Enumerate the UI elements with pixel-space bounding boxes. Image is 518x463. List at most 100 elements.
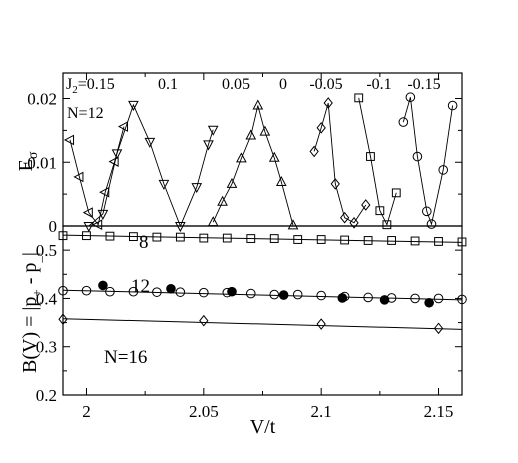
bottom-point-square <box>129 232 138 242</box>
bottom-y-tick-label: 0.4 <box>36 289 58 308</box>
top-point-triangle-up <box>226 177 238 188</box>
fit-line-3 <box>62 318 463 330</box>
label-n16: N=16 <box>104 347 147 368</box>
top-point-circle <box>426 219 437 229</box>
bottom-y-tick-label: 0.2 <box>36 386 57 405</box>
ylabel-part-b: B(V) = |p <box>19 297 41 373</box>
bottom-point-square <box>269 234 279 243</box>
bottom-point-square <box>410 236 420 246</box>
bottom-point-circle <box>175 287 186 297</box>
top-y-label-sub: σ <box>26 151 41 159</box>
top-point-triangle-down <box>97 209 109 220</box>
j2-subscript: 2 <box>72 84 78 96</box>
top-panel: 0 0.01 0.02 Eσ J2=0.15 0.1 0.05 0 -0.05 -0.1 -0… <box>15 72 463 236</box>
j2-first-value: =0.15 <box>78 76 115 93</box>
top-y-tick-label: 0 <box>49 217 58 236</box>
top-point-triangle-down <box>83 222 95 233</box>
j2-label: J2=0.15 <box>66 76 115 96</box>
fit-line-0 <box>62 234 463 243</box>
ylabel-minus-sub: _ <box>29 256 44 264</box>
top-y-tick-label: 0.02 <box>27 90 57 109</box>
bottom-point-square <box>222 233 232 243</box>
top-point-triangle-down <box>158 179 170 190</box>
top-point-diamond <box>323 97 333 109</box>
j2-value-label: -0.15 <box>407 76 440 93</box>
top-series-line-2 <box>212 105 294 226</box>
x-tick-label: 2 <box>82 402 91 421</box>
bottom-point-square <box>58 231 68 241</box>
top-point-square <box>354 93 364 103</box>
top-point-triangle-down <box>207 125 219 136</box>
bottom-point-square <box>340 235 350 245</box>
j2-prefix: J <box>66 76 72 93</box>
top-point-triangle-left <box>117 121 129 132</box>
bottom-plot-frame <box>62 225 463 396</box>
top-point-diamond <box>309 145 319 158</box>
bottom-point-filled-circle <box>227 286 237 297</box>
bottom-point-diamond <box>58 313 68 325</box>
j2-value-label: -0.05 <box>309 76 342 93</box>
bottom-point-square <box>246 234 256 243</box>
j2-value-label: 0.1 <box>158 76 178 93</box>
x-tick-label: 2.05 <box>189 402 219 421</box>
bottom-point-square <box>457 237 467 247</box>
top-series-line-5 <box>402 97 454 226</box>
bottom-y-ticks: 0.2 0.3 0.4 0.5 <box>36 241 462 405</box>
top-point-triangle-up <box>268 151 280 162</box>
top-plot-frame <box>62 72 463 227</box>
top-point-square <box>391 188 401 198</box>
bottom-point-square <box>293 235 303 244</box>
bottom-point-square <box>434 237 443 246</box>
top-point-triangle-left <box>99 186 110 198</box>
bottom-fit-lines <box>62 234 463 330</box>
top-point-triangle-up <box>275 175 287 187</box>
top-point-triangle-up <box>236 152 247 163</box>
bottom-point-circle <box>199 287 209 298</box>
bottom-panel: 0.20.30.40.5 2 2.05 2.1 2.15 8 12 N=16 V/t … <box>19 73 467 438</box>
bottom-y-tick-label: 0.5 <box>36 241 57 260</box>
top-point-triangle-up <box>252 99 264 110</box>
top-point-triangle-left <box>92 219 103 231</box>
bottom-point-square <box>363 236 373 245</box>
top-point-triangle-left <box>108 156 119 167</box>
bottom-point-square <box>152 232 162 242</box>
top-point-diamond <box>349 217 359 229</box>
bottom-point-circle <box>410 293 420 304</box>
top-data-marks <box>63 92 458 233</box>
j2-value-label: -0.1 <box>366 76 391 93</box>
bottom-point-diamond <box>316 318 326 330</box>
top-series-line-0 <box>69 126 125 226</box>
top-point-triangle-up <box>287 219 299 230</box>
top-point-triangle-left <box>82 207 93 218</box>
bottom-point-circle <box>105 286 115 297</box>
ylabel-close: | <box>19 252 41 256</box>
bottom-point-circle <box>316 290 326 301</box>
top-point-triangle-down <box>144 137 156 148</box>
bottom-point-square <box>105 231 115 241</box>
bottom-point-diamond <box>199 314 209 327</box>
top-point-diamond <box>361 199 371 211</box>
bottom-point-filled-circle <box>278 290 289 300</box>
bottom-point-diamond <box>433 322 444 335</box>
top-point-circle <box>421 206 432 217</box>
bottom-point-circle <box>245 288 256 299</box>
top-point-triangle-down <box>203 140 214 151</box>
top-point-triangle-left <box>73 171 84 183</box>
top-point-triangle-up <box>259 125 271 136</box>
bottom-point-circle <box>292 289 303 300</box>
bottom-point-circle <box>269 289 280 300</box>
bottom-point-circle <box>363 292 373 303</box>
ylabel-plus-sub: + <box>29 289 44 296</box>
top-series-line-3 <box>313 102 367 224</box>
label-n8: 8 <box>139 232 149 253</box>
bottom-data-marks <box>58 231 467 335</box>
top-y-tick-label: 0.01 <box>27 153 57 172</box>
top-point-circle <box>447 100 458 111</box>
top-point-triangle-up <box>245 129 257 140</box>
bottom-point-circle <box>128 286 139 297</box>
top-point-circle <box>412 151 423 162</box>
top-series-line-1 <box>88 103 214 228</box>
top-y-axis-label: Eσ <box>15 151 41 171</box>
label-n12: 12 <box>131 276 150 297</box>
top-point-diamond <box>330 178 340 190</box>
